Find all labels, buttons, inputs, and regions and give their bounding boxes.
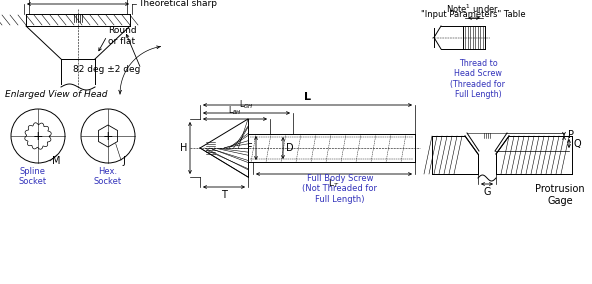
Text: Protrusion
Gage: Protrusion Gage [535, 184, 585, 206]
Text: F: F [247, 143, 253, 153]
Text: P: P [568, 130, 574, 139]
Text: Absolute minimum: Absolute minimum [138, 0, 224, 1]
Text: L$_T$: L$_T$ [329, 177, 340, 189]
Text: M: M [52, 156, 60, 166]
Text: A: A [75, 0, 81, 2]
Text: +: + [102, 130, 113, 143]
Text: Full Body Screw
(Not Threaded for
Full Length): Full Body Screw (Not Threaded for Full L… [303, 174, 378, 204]
Text: Q: Q [573, 139, 581, 149]
Text: Thread to
Head Screw
(Threaded for
Full Length): Thread to Head Screw (Threaded for Full … [451, 59, 506, 99]
Text: J: J [122, 156, 125, 166]
Text: L$_{BH}$: L$_{BH}$ [228, 105, 242, 117]
Polygon shape [465, 136, 509, 174]
Text: T: T [221, 190, 227, 200]
Text: L$_{GH}$: L$_{GH}$ [239, 99, 254, 111]
Text: Enlarged View of Head: Enlarged View of Head [5, 90, 108, 99]
Text: Note$^1$ under: Note$^1$ under [446, 3, 500, 15]
Text: Theoretical sharp: Theoretical sharp [138, 0, 217, 9]
Text: "Input Parameters" Table: "Input Parameters" Table [421, 10, 525, 19]
Text: D: D [286, 143, 294, 153]
Text: 82 deg ±2 deg: 82 deg ±2 deg [73, 64, 140, 74]
Text: L: L [304, 92, 311, 102]
Text: Spline
Socket: Spline Socket [19, 167, 47, 186]
Text: G: G [483, 187, 491, 197]
Text: H: H [179, 143, 187, 153]
Text: Round
or flat: Round or flat [108, 26, 137, 46]
Text: Hex.
Socket: Hex. Socket [94, 167, 122, 186]
Text: +: + [33, 130, 43, 143]
